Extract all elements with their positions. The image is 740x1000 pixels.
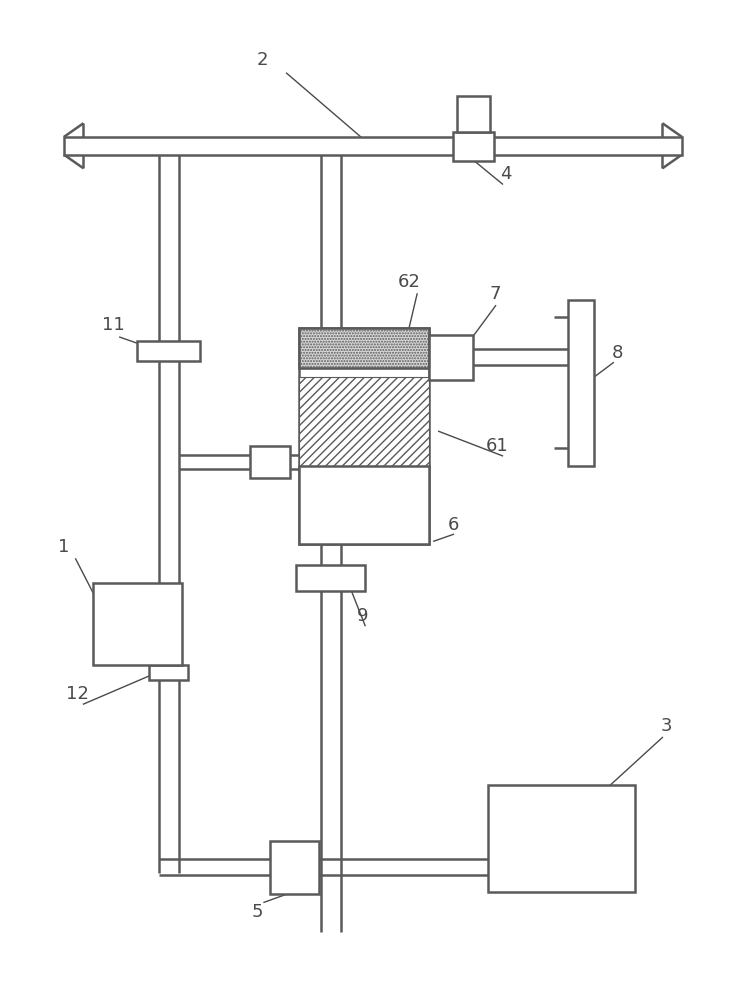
Bar — [454, 132, 494, 161]
Text: 1: 1 — [58, 538, 70, 556]
Bar — [300, 466, 429, 544]
Bar — [297, 565, 365, 591]
Bar — [250, 446, 289, 478]
Text: 8: 8 — [611, 344, 623, 362]
Bar — [429, 335, 473, 380]
Text: 3: 3 — [661, 717, 672, 735]
Text: 2: 2 — [256, 51, 268, 69]
Bar — [270, 841, 319, 894]
Text: 5: 5 — [252, 903, 263, 921]
Bar — [64, 137, 682, 155]
Text: 12: 12 — [66, 685, 89, 703]
Text: 4: 4 — [500, 165, 511, 183]
Bar — [300, 328, 429, 368]
Bar — [149, 665, 189, 680]
Text: 7: 7 — [490, 285, 501, 303]
Bar — [93, 583, 181, 665]
Text: 62: 62 — [398, 273, 420, 291]
Bar — [457, 96, 490, 132]
Text: 11: 11 — [101, 316, 124, 334]
Bar — [300, 328, 429, 544]
Bar — [300, 328, 429, 368]
Bar — [138, 341, 201, 361]
Bar — [488, 785, 635, 892]
Text: 61: 61 — [486, 437, 509, 455]
Bar — [568, 300, 593, 466]
Text: 6: 6 — [448, 516, 459, 534]
Text: 9: 9 — [357, 607, 368, 625]
Bar — [300, 377, 429, 466]
